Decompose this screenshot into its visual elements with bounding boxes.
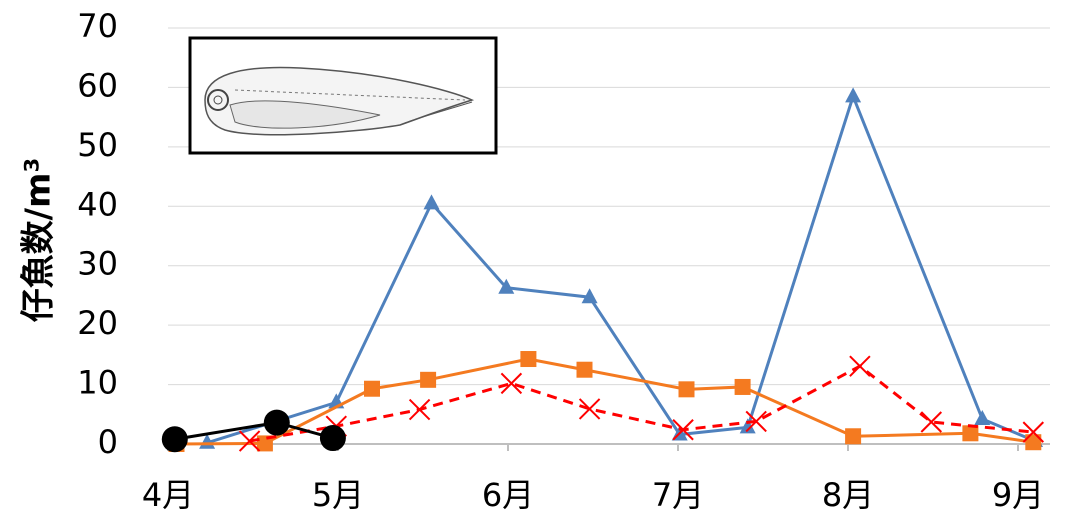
x-tick-label: 5月 <box>312 476 364 514</box>
marker <box>256 435 273 452</box>
marker <box>498 278 515 294</box>
marker <box>962 425 979 442</box>
marker <box>408 398 431 421</box>
y-tick-label: 60 <box>77 66 118 104</box>
y-tick-label: 20 <box>77 304 118 342</box>
marker <box>745 410 767 433</box>
marker <box>581 288 598 304</box>
y-tick-label: 0 <box>98 423 118 461</box>
marker <box>238 430 261 452</box>
marker <box>734 378 751 395</box>
marker <box>678 381 695 398</box>
marker <box>520 351 537 368</box>
marker <box>364 380 380 397</box>
series-line <box>206 91 1036 445</box>
marker <box>845 87 862 103</box>
marker <box>500 372 523 395</box>
y-tick-label: 30 <box>77 245 118 283</box>
marker <box>1022 421 1045 443</box>
y-tick-label: 70 <box>77 7 118 45</box>
marker <box>845 428 862 445</box>
marker <box>420 371 437 388</box>
marker <box>161 426 188 453</box>
marker <box>578 398 601 420</box>
marker <box>423 194 440 210</box>
marker <box>1025 434 1042 451</box>
marker <box>319 425 346 452</box>
y-tick-label: 10 <box>77 364 118 402</box>
x-tick-label: 8月 <box>822 476 874 514</box>
marker <box>576 361 593 378</box>
x-tick-label: 9月 <box>992 476 1044 514</box>
marker <box>672 419 694 441</box>
y-tick-label: 40 <box>77 185 118 223</box>
larva-illustration <box>188 36 498 155</box>
marker <box>739 418 756 434</box>
series-line <box>249 364 1034 443</box>
x-tick-label: 6月 <box>482 476 534 514</box>
marker <box>849 355 871 377</box>
marker <box>263 409 290 436</box>
y-axis-label: 仔魚数/m³ <box>19 158 59 323</box>
marker <box>974 410 991 426</box>
marker <box>920 411 943 433</box>
x-tick-label: 4月 <box>142 476 194 514</box>
x-tick-label: 7月 <box>652 476 704 514</box>
y-tick-label: 50 <box>77 126 118 164</box>
